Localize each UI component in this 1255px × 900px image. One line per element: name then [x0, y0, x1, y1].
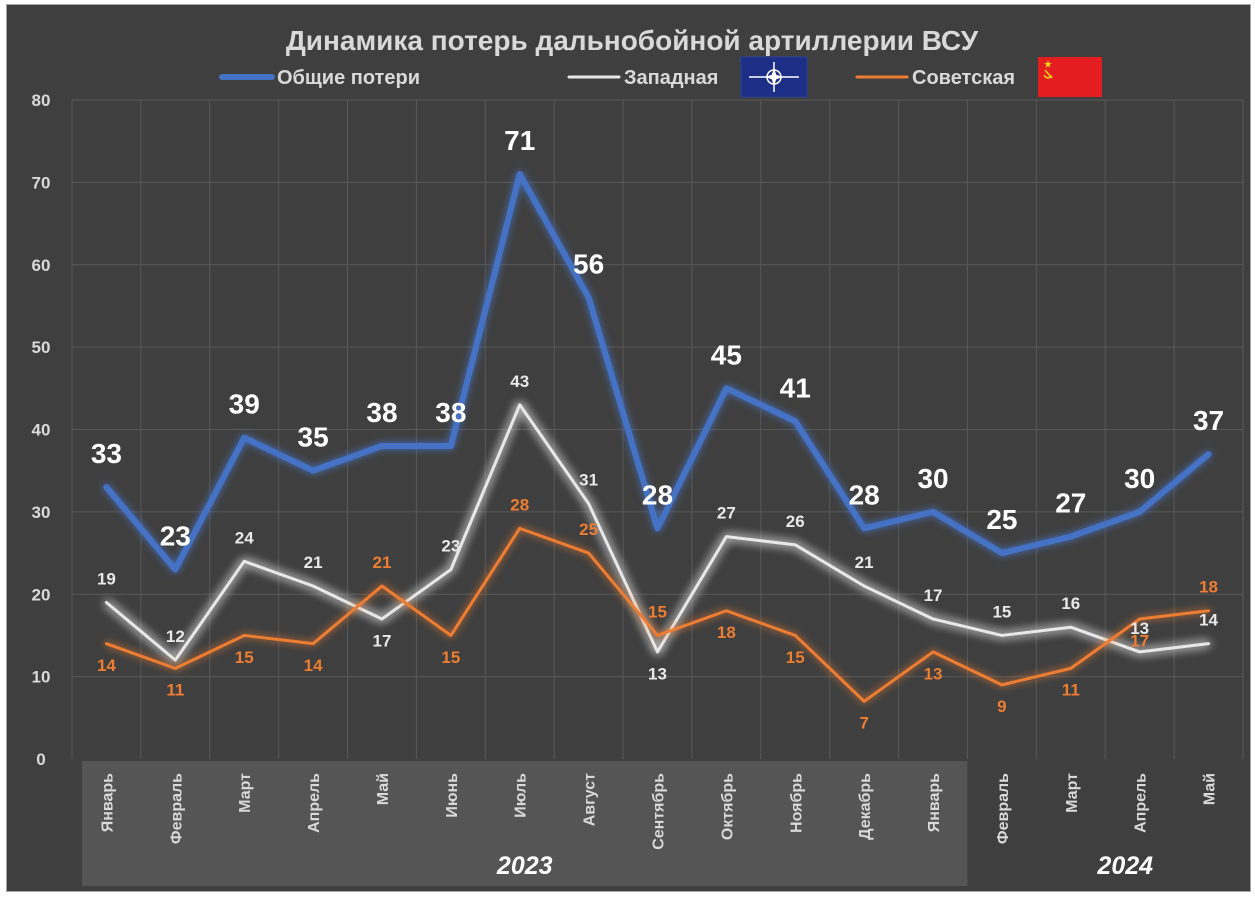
chart-frame: 2023 2024 33 23 39 35 38 38 71 56 28 45 41 28 30 25 27 3…: [6, 4, 1251, 892]
data-label: 15: [441, 648, 460, 667]
nato-flag-icon: [740, 56, 808, 98]
data-label: 11: [166, 681, 184, 700]
data-label: 24: [235, 528, 254, 547]
data-label: 17: [924, 586, 943, 605]
y-tick-label: 80: [32, 91, 51, 110]
x-tick-label: Январь: [926, 773, 943, 832]
data-label: 45: [711, 339, 742, 370]
year-band-2024: [967, 761, 1243, 886]
x-tick-label: Февраль: [995, 773, 1012, 844]
legend-label: Общие потери: [277, 67, 420, 89]
data-label: 28: [510, 495, 529, 514]
y-tick-label: 40: [32, 421, 51, 440]
data-label: 7: [859, 714, 868, 733]
y-tick-label: 20: [32, 585, 51, 604]
data-label: 38: [435, 397, 466, 428]
data-label: 13: [1130, 619, 1149, 638]
data-label: 17: [373, 631, 392, 650]
data-label: 41: [780, 372, 811, 403]
data-label: 14: [304, 656, 323, 675]
data-label: 38: [366, 397, 397, 428]
data-label: 15: [235, 648, 254, 667]
data-label: 12: [166, 627, 185, 646]
data-label: 23: [441, 537, 460, 556]
y-tick-label: 70: [32, 173, 51, 192]
data-label: 15: [992, 602, 1011, 621]
data-label: 37: [1193, 405, 1224, 436]
series-line-1: [104, 403, 1211, 662]
year-label: 2024: [1096, 852, 1153, 880]
data-label: 18: [1199, 578, 1218, 597]
data-label: 15: [786, 648, 805, 667]
data-label: 21: [855, 553, 874, 572]
chart-title: Динамика потерь дальнобойной артиллерии …: [286, 25, 979, 56]
ussr-flag-icon: [1038, 57, 1102, 97]
data-label: 35: [298, 422, 329, 453]
x-tick-label: Март: [237, 773, 254, 813]
data-label: 11: [1062, 681, 1080, 700]
x-tick-label: Декабрь: [857, 773, 874, 840]
x-tick-label: Август: [582, 773, 599, 826]
data-label: 30: [1124, 463, 1155, 494]
data-label: 15: [648, 602, 667, 621]
x-tick-label: Апрель: [306, 773, 323, 833]
y-tick-label: 60: [32, 256, 51, 275]
data-label: 13: [924, 664, 943, 683]
data-label: 25: [986, 504, 1017, 535]
data-label: 18: [717, 623, 736, 642]
year-label: 2023: [496, 852, 553, 880]
x-tick-label: Октябрь: [719, 773, 736, 840]
data-label: 39: [229, 389, 260, 420]
data-label: 21: [304, 553, 323, 572]
data-label: 14: [1199, 611, 1218, 630]
x-tick-label: Май: [1202, 773, 1219, 805]
data-label: 43: [510, 372, 529, 391]
legend-label: Западная: [624, 67, 718, 89]
year-band-2023: [82, 761, 968, 886]
data-label: 25: [579, 520, 598, 539]
y-tick-label: 10: [32, 668, 51, 687]
data-label: 28: [642, 479, 673, 510]
data-label: 27: [1055, 488, 1086, 519]
data-label: 28: [849, 479, 880, 510]
data-label: 31: [579, 471, 598, 490]
y-tick-label: 0: [36, 750, 45, 769]
x-tick-label: Ноябрь: [788, 773, 805, 833]
x-tick-label: Февраль: [168, 773, 185, 844]
series-line-0: [103, 171, 1212, 573]
data-label: 9: [997, 697, 1006, 716]
data-label: 17: [1130, 631, 1149, 650]
data-label: 14: [97, 656, 116, 675]
data-label: 13: [648, 664, 667, 683]
data-label: 30: [917, 463, 948, 494]
data-label: 33: [91, 438, 122, 469]
y-tick-label: 30: [32, 503, 51, 522]
x-tick-label: Январь: [99, 773, 116, 832]
x-tick-label: Май: [375, 773, 392, 805]
data-label: 56: [573, 249, 604, 280]
data-label: 71: [504, 125, 535, 156]
data-label: 21: [373, 553, 392, 572]
data-label: 26: [786, 512, 805, 531]
series-line-2: [104, 526, 1211, 703]
y-tick-label: 50: [32, 338, 51, 357]
data-label: 16: [1061, 594, 1080, 613]
data-label: 23: [160, 521, 191, 552]
legend-label: Советская: [912, 67, 1015, 89]
x-tick-label: Март: [1064, 773, 1081, 813]
x-tick-label: Июль: [513, 773, 530, 818]
data-label: 19: [97, 569, 116, 588]
x-tick-label: Сентябрь: [651, 773, 668, 850]
data-label: 27: [717, 504, 736, 523]
x-tick-label: Апрель: [1133, 773, 1150, 833]
x-tick-label: Июнь: [444, 773, 461, 818]
